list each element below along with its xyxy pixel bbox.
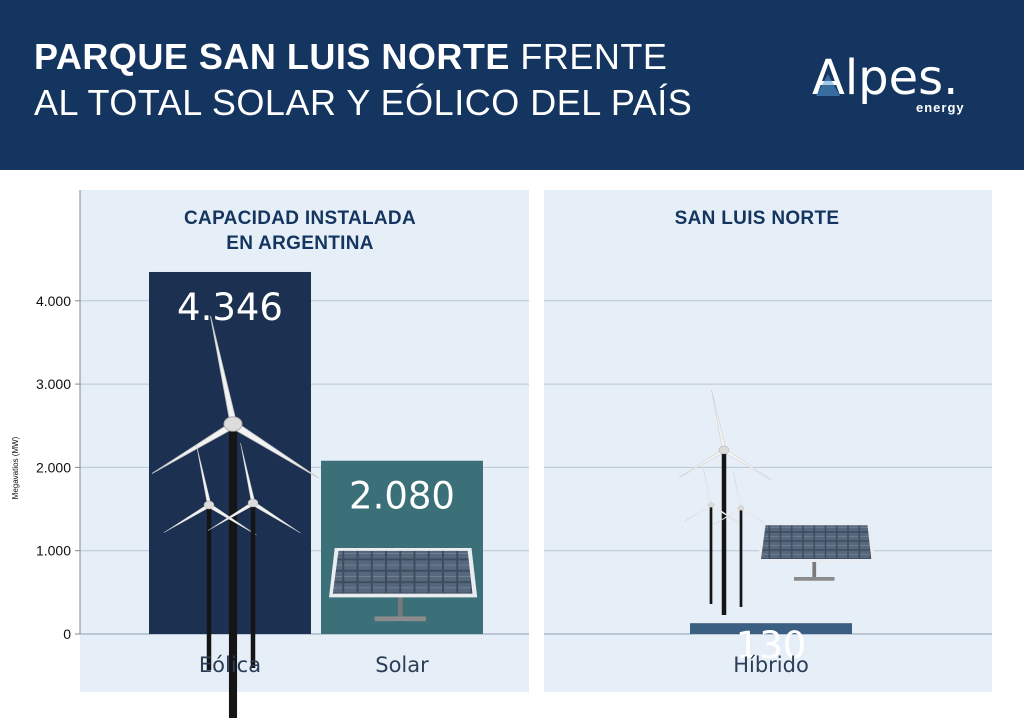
title-bold-part: PARQUE SAN LUIS NORTE xyxy=(34,36,510,77)
category-label: Eólica xyxy=(199,653,261,677)
category-label: Híbrido xyxy=(733,653,809,677)
y-tick-label: 3.000 xyxy=(36,376,71,392)
logo-word: Alpes. xyxy=(812,50,959,106)
title-rest-line1: FRENTE xyxy=(509,36,668,77)
category-label: Solar xyxy=(375,653,429,677)
logo-triangle-icon xyxy=(816,74,840,96)
panel-title: CAPACIDAD INSTALADA xyxy=(184,208,416,229)
y-tick-label: 1.000 xyxy=(36,543,71,559)
capacity-chart: 0 1.000 2.000 3.000 4.000 Megavatios (MW) CAP… xyxy=(11,190,992,718)
y-tick-label: 0 xyxy=(63,626,71,642)
alpes-logo: Alpes. energy xyxy=(812,50,992,120)
page-title: PARQUE SAN LUIS NORTE FRENTE AL TOTAL SO… xyxy=(34,34,734,126)
chart-panel xyxy=(544,190,992,692)
bar-híbrido xyxy=(690,623,852,634)
data-label: 2.080 xyxy=(349,475,455,518)
y-tick-label: 4.000 xyxy=(36,293,71,309)
y-tick-label: 2.000 xyxy=(36,459,71,475)
header-banner: PARQUE SAN LUIS NORTE FRENTE AL TOTAL SO… xyxy=(0,0,1024,170)
y-axis: 0 1.000 2.000 3.000 4.000 Megavatios (MW) xyxy=(11,190,81,642)
panel-title: EN ARGENTINA xyxy=(226,233,374,254)
logo-subtitle: energy xyxy=(916,100,965,115)
panel-title: SAN LUIS NORTE xyxy=(675,208,840,229)
data-label: 4.346 xyxy=(177,286,283,329)
labels-layer: CAPACIDAD INSTALADA EN ARGENTINA 4.346 Eóli… xyxy=(177,208,839,677)
title-line2: AL TOTAL SOLAR Y EÓLICO DEL PAÍS xyxy=(34,82,693,123)
data-label: 130 xyxy=(736,624,807,667)
y-axis-label: Megavatios (MW) xyxy=(11,436,20,499)
